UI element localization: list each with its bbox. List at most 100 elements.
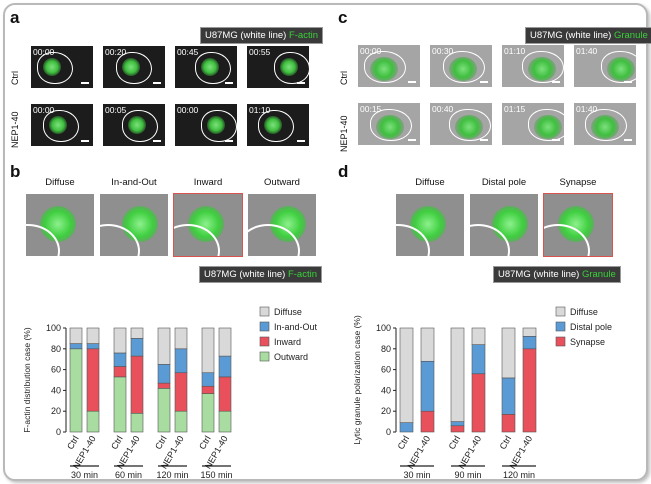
cell-outline	[258, 110, 294, 142]
bar-segment-diffuse	[157, 327, 171, 365]
legend-channel: Granule	[581, 269, 616, 280]
panel-a-legend: U87MG (white line) F-actin	[200, 27, 323, 44]
group-label: 120 min	[503, 470, 535, 480]
bar-segment-outward	[86, 410, 100, 433]
group-label: 90 min	[454, 470, 481, 480]
timestamp: 00:30	[432, 46, 454, 56]
pattern-title: In-and-Out	[111, 177, 157, 188]
bar-segment-outward	[130, 412, 144, 433]
group-label: 60 min	[115, 470, 142, 480]
scale-bar	[624, 139, 632, 141]
legend-text: U87MG (white line)	[498, 269, 582, 280]
pattern-title: Distal pole	[481, 177, 527, 188]
bar-segment-distal-pole	[399, 422, 414, 433]
bar-segment-in-and-out	[174, 348, 188, 374]
bar-segment-inward	[113, 366, 127, 378]
y-tick-label: 40	[51, 385, 61, 395]
bar-segment-outward	[201, 393, 215, 433]
cell-outline	[601, 51, 636, 83]
bar-segment-diffuse	[522, 327, 537, 337]
timestamp: 00:00	[177, 105, 199, 115]
legend-channel: F-actin	[287, 269, 317, 280]
cell-outline	[522, 51, 564, 83]
y-tick-label: 80	[381, 344, 391, 354]
bar-segment-inward	[174, 372, 188, 412]
y-tick-label: 20	[381, 406, 391, 416]
x-tick-label: Ctrl	[109, 434, 125, 451]
scale-bar	[225, 140, 233, 142]
scale-bar	[480, 81, 488, 83]
bar-segment-outward	[174, 410, 188, 433]
legend-label: Synapse	[570, 337, 605, 347]
scale-bar	[153, 82, 161, 84]
pattern-image	[470, 194, 538, 256]
micrograph-c-0-1: 00:30	[430, 45, 492, 87]
pattern-title: Inward	[193, 177, 223, 188]
bar-segment-synapse	[522, 348, 537, 433]
pattern-image	[543, 193, 613, 257]
panel-d-label: d	[338, 162, 349, 181]
scale-bar	[624, 81, 632, 83]
bar-segment-in-and-out	[69, 343, 83, 350]
panel-a-row-nep: NEP1-40	[10, 111, 20, 148]
chart-factin-distribution: 0 20 40 60 80 100 F-actin distribution case (%…	[22, 306, 318, 480]
group-label: 150 min	[200, 470, 232, 480]
x-tick-label: Ctrl	[153, 434, 169, 451]
x-tick-label: Ctrl	[498, 434, 514, 451]
group-label: 30 min	[71, 470, 98, 480]
y-tick-label: 0	[386, 427, 391, 437]
y-tick-label: 40	[381, 385, 391, 395]
y-tick-label: 60	[51, 365, 61, 375]
y-tick-label: 20	[51, 406, 61, 416]
bar-segment-diffuse	[86, 327, 100, 344]
x-tick-label: Ctrl	[197, 434, 213, 451]
bar-segment-in-and-out	[86, 343, 100, 350]
scale-bar	[81, 82, 89, 84]
bar-segment-synapse	[501, 414, 516, 433]
bar-segment-inward	[86, 348, 100, 412]
legend-swatch	[259, 336, 270, 347]
pattern-title: Synapse	[559, 177, 597, 188]
timestamp: 01:15	[504, 104, 526, 114]
pattern-image	[173, 193, 243, 257]
timestamp: 01:40	[576, 46, 598, 56]
y-tick-label: 80	[51, 344, 61, 354]
bar-segment-in-and-out	[113, 352, 127, 367]
y-tick-label: 0	[56, 427, 61, 437]
bar-segment-synapse	[420, 410, 435, 433]
panel-c-row-nep: NEP1-40	[339, 115, 349, 152]
scale-bar	[408, 139, 416, 141]
micrograph-a-0-3: 00:55	[247, 46, 309, 88]
bar-segment-inward	[218, 376, 232, 412]
cell-outline	[528, 109, 564, 141]
bar-segment-in-and-out	[218, 355, 232, 378]
bar-segment-distal-pole	[420, 360, 435, 412]
bar-segment-in-and-out	[130, 338, 144, 357]
timestamp: 01:10	[504, 46, 526, 56]
legend-label: Distal pole	[570, 322, 612, 332]
bar-segment-outward	[69, 348, 83, 433]
legend-label: Diffuse	[274, 307, 302, 317]
legend-swatch	[555, 336, 566, 347]
scale-bar	[480, 139, 488, 141]
chart-granule-polarization: 0 20 40 60 80 100 Lytic granule polarization c…	[352, 306, 612, 480]
bar-segment-diffuse	[399, 327, 414, 423]
timestamp: 00:00	[360, 46, 382, 56]
panel-a-label: a	[10, 8, 20, 27]
bar-segment-distal-pole	[450, 421, 465, 427]
micrograph-a-0-2: 00:45	[175, 46, 237, 88]
micrograph-a-1-2: 00:00	[175, 104, 237, 146]
panel-b-legend: U87MG (white line) F-actin	[199, 266, 322, 283]
scale-bar	[297, 140, 305, 142]
legend-label: In-and-Out	[274, 322, 318, 332]
panel-c-legend: U87MG (white line) Granule	[525, 27, 651, 44]
bar-segment-inward	[130, 355, 144, 414]
legend-label: Outward	[274, 352, 308, 362]
scale-bar	[225, 82, 233, 84]
cell-outline	[370, 109, 412, 141]
y-tick-label: 60	[381, 365, 391, 375]
scale-bar	[81, 140, 89, 142]
cell-outline	[43, 110, 79, 142]
timestamp: 00:20	[105, 47, 127, 57]
micrograph-a-1-3: 01:10	[247, 104, 309, 146]
